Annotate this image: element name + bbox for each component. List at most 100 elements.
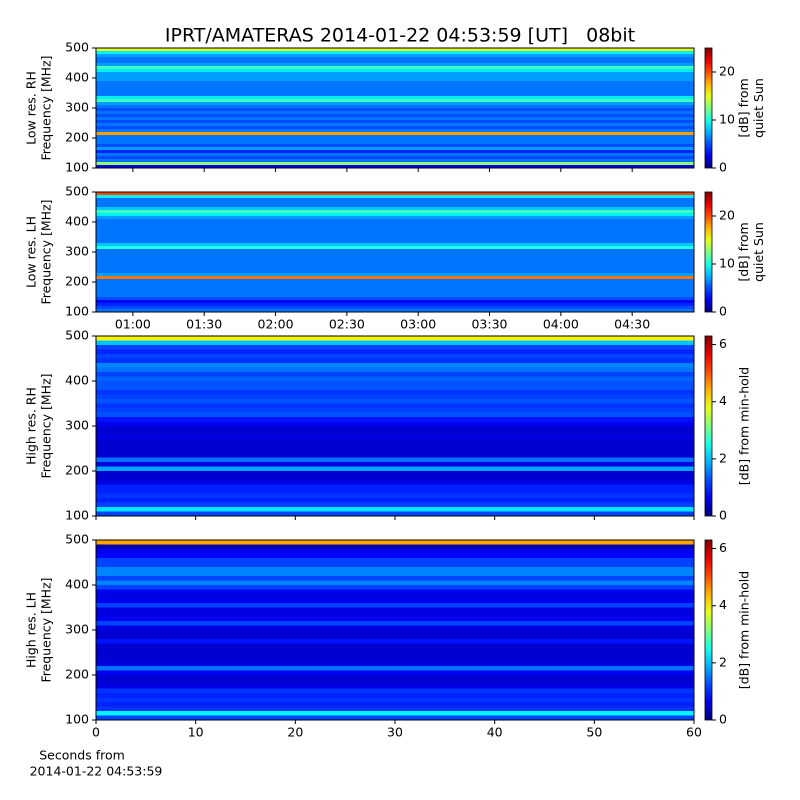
heatmap-row [96,688,694,693]
heatmap-row [96,159,694,162]
heatmap-row [96,363,694,368]
heatmap-row [96,243,694,246]
heatmap-row [96,616,694,621]
heatmap-row [96,132,694,135]
y-tick-label: 400 [65,373,89,388]
heatmap-row [96,493,694,498]
y-axis-label: High res. LH [24,592,39,668]
heatmap-row [96,204,694,207]
heatmap-row [96,147,694,150]
y-axis-label: High res. RH [24,387,39,465]
heatmap-row [96,621,694,626]
y-axis-label: Frequency [MHz] [39,199,54,304]
heatmap-row [96,480,694,485]
heatmap-row [96,234,694,237]
heatmap-row [96,87,694,90]
heatmap-row [96,625,694,630]
heatmap-row [96,240,694,243]
heatmap-row [96,63,694,66]
heatmap-row [96,580,694,585]
heatmap-row [96,294,694,297]
heatmap-row [96,390,694,395]
colorbar-label: quiet Sun [751,78,766,138]
heatmap-row [96,702,694,707]
heatmap-row [96,403,694,408]
y-axis-label: Low res. RH [24,71,39,145]
colorbar-tick-label: 10 [719,256,735,271]
heatmap-row [96,453,694,458]
heatmap-row [96,114,694,117]
heatmap-row [96,372,694,377]
x-tick-label: 04:30 [614,317,650,332]
heatmap-row [96,498,694,503]
heatmap-row [96,156,694,159]
heatmap-row [96,457,694,462]
y-tick-label: 200 [65,667,89,682]
heatmap-row [96,462,694,467]
heatmap-row [96,354,694,359]
chart-title: IPRT/AMATERAS 2014-01-22 04:53:59 [UT] 0… [165,25,635,47]
heatmap-row [96,225,694,228]
heatmap-row [96,367,694,372]
colorbar-tick-label: 0 [719,712,727,727]
heatmap-row [96,603,694,608]
heatmap-row [96,48,694,51]
heatmap-row [96,279,694,282]
heatmap-row [96,417,694,422]
heatmap-row [96,237,694,240]
y-tick-label: 300 [65,622,89,637]
heatmap-row [96,120,694,123]
heatmap-row [96,66,694,69]
y-tick-label: 200 [65,130,89,145]
heatmap-row [96,306,694,309]
heatmap-row [96,421,694,426]
colorbar-tick-label: 4 [719,597,727,612]
heatmap-row [96,643,694,648]
heatmap-row [96,484,694,489]
heatmap-row [96,144,694,147]
x-tick-label: 60 [686,725,702,740]
heatmap-row [96,249,694,252]
heatmap-row [96,165,694,168]
heatmap-row [96,108,694,111]
heatmap-row [96,57,694,60]
y-tick-label: 400 [65,577,89,592]
y-axis-label: Frequency [MHz] [39,577,54,682]
heatmap-row [96,585,694,590]
heatmap-row [96,589,694,594]
x-tick-label: 03:00 [400,317,436,332]
heatmap-row [96,297,694,300]
heatmap-row [96,54,694,57]
heatmap-row [96,288,694,291]
heatmap-row [96,693,694,698]
heatmap-row [96,198,694,201]
heatmap-row [96,276,694,279]
heatmap-row [96,381,694,386]
heatmap-row [96,394,694,399]
heatmap-row [96,270,694,273]
heatmap-row [96,399,694,404]
heatmap-row [96,267,694,270]
heatmap-row [96,252,694,255]
y-tick-label: 500 [65,184,89,199]
heatmap-row [96,246,694,249]
y-tick-label: 500 [65,40,89,55]
heatmap-row [96,697,694,702]
heatmap-row [96,426,694,431]
colorbar-tick-label: 0 [719,304,727,319]
heatmap-row [96,553,694,558]
colorbar-label: quiet Sun [751,222,766,282]
colorbar [704,539,713,721]
heatmap-row [96,285,694,288]
heatmap-row [96,679,694,684]
x-tick-label: 50 [586,725,602,740]
heatmap-row [96,231,694,234]
colorbar-tick-label: 2 [719,654,727,669]
heatmap-row [96,567,694,572]
colorbar-tick-label: 4 [719,393,727,408]
heatmap-row [96,192,694,195]
heatmap-row [96,612,694,617]
heatmap-row [96,507,694,512]
heatmap-row [96,639,694,644]
colorbar [704,191,713,313]
